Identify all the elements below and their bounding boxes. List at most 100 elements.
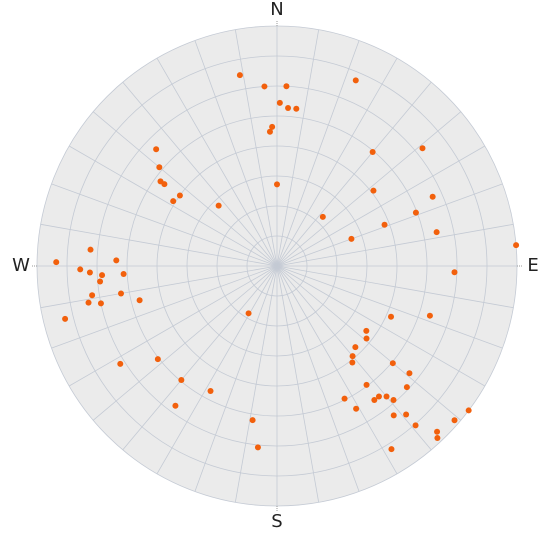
point bbox=[85, 299, 92, 306]
point bbox=[176, 192, 183, 199]
point bbox=[419, 145, 426, 152]
grid-spoke bbox=[234, 29, 278, 267]
point bbox=[412, 422, 419, 429]
grid-spoke bbox=[234, 265, 278, 503]
point bbox=[236, 72, 243, 79]
point bbox=[403, 411, 410, 418]
grid-spoke bbox=[276, 57, 398, 267]
point bbox=[434, 435, 441, 442]
grid-spoke bbox=[276, 29, 320, 267]
point bbox=[86, 269, 93, 276]
grid-spoke bbox=[276, 145, 486, 267]
point bbox=[156, 164, 163, 171]
point bbox=[513, 242, 520, 249]
grid-spoke bbox=[156, 265, 278, 475]
grid-spoke bbox=[276, 265, 514, 309]
point bbox=[254, 444, 261, 451]
point bbox=[269, 123, 276, 130]
grid-spoke bbox=[276, 81, 432, 267]
point bbox=[369, 149, 376, 156]
point bbox=[154, 356, 161, 363]
point bbox=[348, 235, 355, 242]
grid-spoke bbox=[194, 265, 278, 492]
theta-tick-label: N bbox=[270, 0, 283, 20]
theta-tick-label: W bbox=[12, 255, 30, 276]
point bbox=[451, 269, 458, 276]
grid-spoke bbox=[156, 57, 278, 267]
grid-spoke bbox=[276, 265, 320, 503]
point bbox=[341, 395, 348, 402]
point bbox=[261, 83, 268, 90]
point bbox=[370, 187, 377, 194]
point bbox=[381, 221, 388, 228]
point bbox=[451, 417, 458, 424]
point bbox=[285, 104, 292, 111]
grid-spoke bbox=[276, 265, 398, 475]
grid-spoke bbox=[68, 265, 278, 387]
point bbox=[99, 272, 106, 279]
point bbox=[136, 297, 143, 304]
grid-spoke bbox=[276, 265, 486, 387]
point bbox=[406, 370, 413, 377]
grid-spoke bbox=[276, 183, 503, 267]
point bbox=[349, 353, 356, 360]
point bbox=[118, 290, 125, 297]
point bbox=[120, 271, 127, 278]
point bbox=[117, 360, 124, 367]
grid-spoke bbox=[40, 223, 278, 267]
point bbox=[161, 181, 168, 188]
grid-spoke bbox=[276, 111, 462, 267]
grid-spoke bbox=[68, 145, 278, 267]
point bbox=[89, 292, 96, 299]
grid-spoke bbox=[40, 265, 278, 309]
point bbox=[388, 446, 395, 453]
grid-spoke bbox=[194, 40, 278, 267]
grid-spoke bbox=[276, 223, 514, 267]
point bbox=[172, 402, 179, 409]
point bbox=[153, 146, 160, 153]
grid-spoke bbox=[276, 265, 462, 421]
point bbox=[283, 83, 290, 90]
grid-spoke bbox=[51, 183, 278, 267]
point bbox=[53, 259, 60, 266]
point bbox=[388, 313, 395, 320]
theta-tick-label: S bbox=[271, 511, 282, 532]
point bbox=[390, 412, 397, 419]
point bbox=[274, 181, 280, 188]
point bbox=[363, 335, 370, 342]
point bbox=[77, 266, 84, 273]
point bbox=[62, 315, 69, 322]
point bbox=[207, 388, 214, 395]
grid-spoke bbox=[122, 81, 278, 267]
theta-tick-label: E bbox=[527, 255, 538, 276]
grid-spoke bbox=[276, 40, 360, 267]
point bbox=[434, 428, 441, 435]
point bbox=[349, 359, 356, 366]
point bbox=[245, 310, 252, 317]
point bbox=[178, 376, 185, 383]
point bbox=[266, 128, 273, 135]
point bbox=[371, 396, 378, 403]
point bbox=[249, 417, 256, 424]
point bbox=[353, 405, 360, 412]
grid-spoke bbox=[92, 265, 278, 421]
point bbox=[390, 397, 397, 404]
point bbox=[87, 246, 94, 253]
point bbox=[363, 381, 370, 388]
grid-spoke bbox=[92, 111, 278, 267]
point bbox=[276, 99, 283, 106]
point bbox=[113, 257, 120, 264]
point bbox=[215, 202, 222, 209]
point bbox=[363, 327, 370, 334]
point bbox=[383, 393, 390, 400]
point bbox=[319, 213, 326, 220]
point bbox=[389, 360, 396, 367]
grid-spoke bbox=[276, 265, 360, 492]
point bbox=[97, 300, 104, 307]
point bbox=[433, 229, 440, 236]
grid-spoke bbox=[51, 265, 278, 349]
point bbox=[426, 312, 433, 319]
point bbox=[412, 209, 419, 216]
point bbox=[352, 344, 359, 351]
